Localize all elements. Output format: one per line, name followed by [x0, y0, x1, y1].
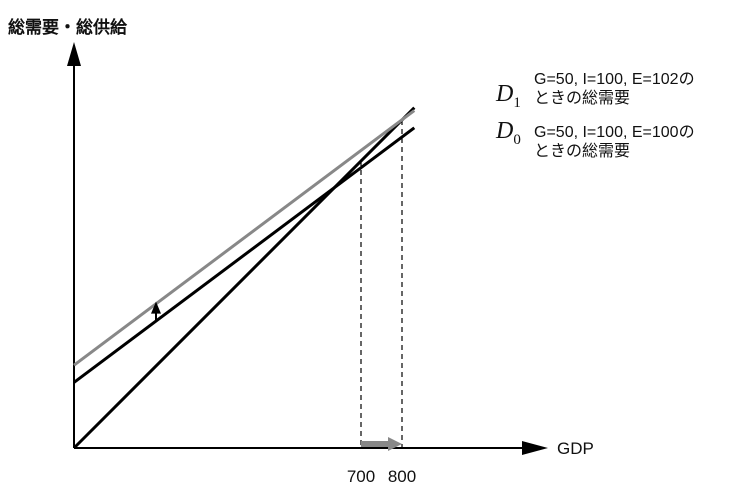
x-tick-label-800: 800 — [388, 467, 416, 482]
x-tick-label-700: 700 — [347, 467, 375, 482]
d1-series-label: D1 — [495, 81, 521, 111]
d1-annotation-line1: G=50, I=100, E=102の — [534, 71, 695, 88]
d0-annotation-line2: ときの総需要 — [534, 142, 630, 160]
d0-series-label: D0 — [495, 118, 521, 148]
d1-subscript: 1 — [513, 95, 521, 111]
d0-annotation-line1: G=50, I=100, E=100の — [534, 124, 695, 141]
demand-line-d1 — [73, 109, 416, 367]
y-axis-label: 総需要・総供給 — [8, 17, 128, 37]
demand-line-d0 — [73, 126, 416, 384]
y-axis-arrowhead — [67, 42, 81, 66]
x-axis-label: GDP — [557, 439, 594, 458]
demand-shift-arrowhead — [151, 301, 161, 314]
d1-annotation-line2: ときの総需要 — [534, 89, 630, 107]
x-axis-arrowhead — [522, 441, 548, 455]
d0-subscript: 0 — [513, 132, 521, 148]
gdp-shift-arrowhead — [388, 437, 402, 451]
d0-name: D — [495, 118, 513, 144]
d1-name: D — [495, 81, 513, 107]
aggregate-supply-45-line — [72, 106, 416, 450]
